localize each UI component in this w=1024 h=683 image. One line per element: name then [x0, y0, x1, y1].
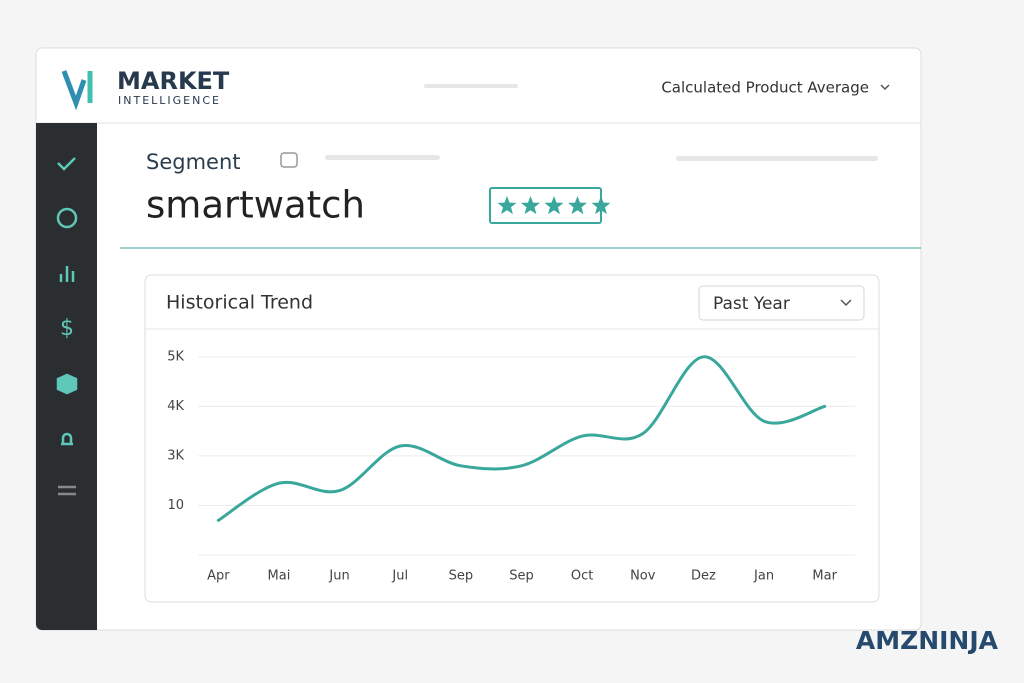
icon-bell[interactable]	[61, 432, 73, 446]
placeholder-bar	[424, 84, 518, 88]
logo-subtitle: INTELLIGENCE	[118, 94, 221, 107]
icon-gauge[interactable]	[56, 207, 78, 229]
sidebar-icons: $	[56, 157, 78, 496]
trend-line	[216, 355, 827, 522]
period-caret[interactable]	[840, 299, 852, 307]
star	[591, 196, 611, 215]
placeholder-bar	[676, 156, 878, 161]
logo-title: MARKET	[117, 67, 230, 95]
y-tick-label: 10	[167, 498, 184, 513]
rating-stars	[497, 196, 611, 215]
x-tick-label: Jun	[328, 569, 349, 584]
icon-check[interactable]	[57, 157, 76, 171]
segment-name: smartwatch	[146, 184, 365, 227]
x-tick-label: Sep	[449, 569, 474, 584]
icon-chart[interactable]	[59, 266, 75, 282]
star	[544, 196, 564, 215]
y-tick-label: 4K	[167, 399, 184, 414]
x-tick-label: Mai	[268, 569, 291, 584]
y-tick-label: 3K	[167, 448, 184, 463]
star	[497, 196, 517, 215]
icon-dollar[interactable]: $	[60, 316, 74, 341]
x-tick-label: Oct	[571, 569, 593, 584]
icon-box[interactable]	[56, 373, 78, 395]
logo-mark	[61, 70, 87, 111]
menu-caret[interactable]	[880, 84, 890, 91]
menu-dropdown[interactable]: Calculated Product Average	[661, 79, 869, 97]
icon-menu[interactable]	[58, 485, 76, 496]
x-tick-label: Nov	[630, 569, 656, 584]
segment-label: Segment	[146, 150, 241, 174]
y-tick-label: 5K	[167, 349, 184, 364]
chart-card	[144, 274, 880, 603]
star	[521, 196, 540, 215]
star	[568, 196, 587, 215]
plot: 5K 4K 3K 10 Apr Mai Jun Jul Sep Sep Oct Nov Dez Jan Ma…	[167, 349, 855, 584]
x-tick-label: Mar	[812, 569, 837, 584]
x-tick-label: Sep	[509, 569, 534, 584]
watermark: AMZNINJA	[856, 626, 999, 655]
x-tick-label: Apr	[207, 569, 230, 584]
x-tick-label: Jul	[391, 569, 408, 584]
calendar-icon[interactable]	[280, 152, 298, 168]
period-label[interactable]: Past Year	[713, 294, 790, 314]
x-tick-label: Dez	[691, 569, 716, 584]
period-dropdown[interactable]	[698, 285, 865, 321]
placeholder-bar	[325, 155, 440, 160]
x-tick-label: Jan	[753, 569, 774, 584]
chart-title: Historical Trend	[166, 292, 313, 314]
